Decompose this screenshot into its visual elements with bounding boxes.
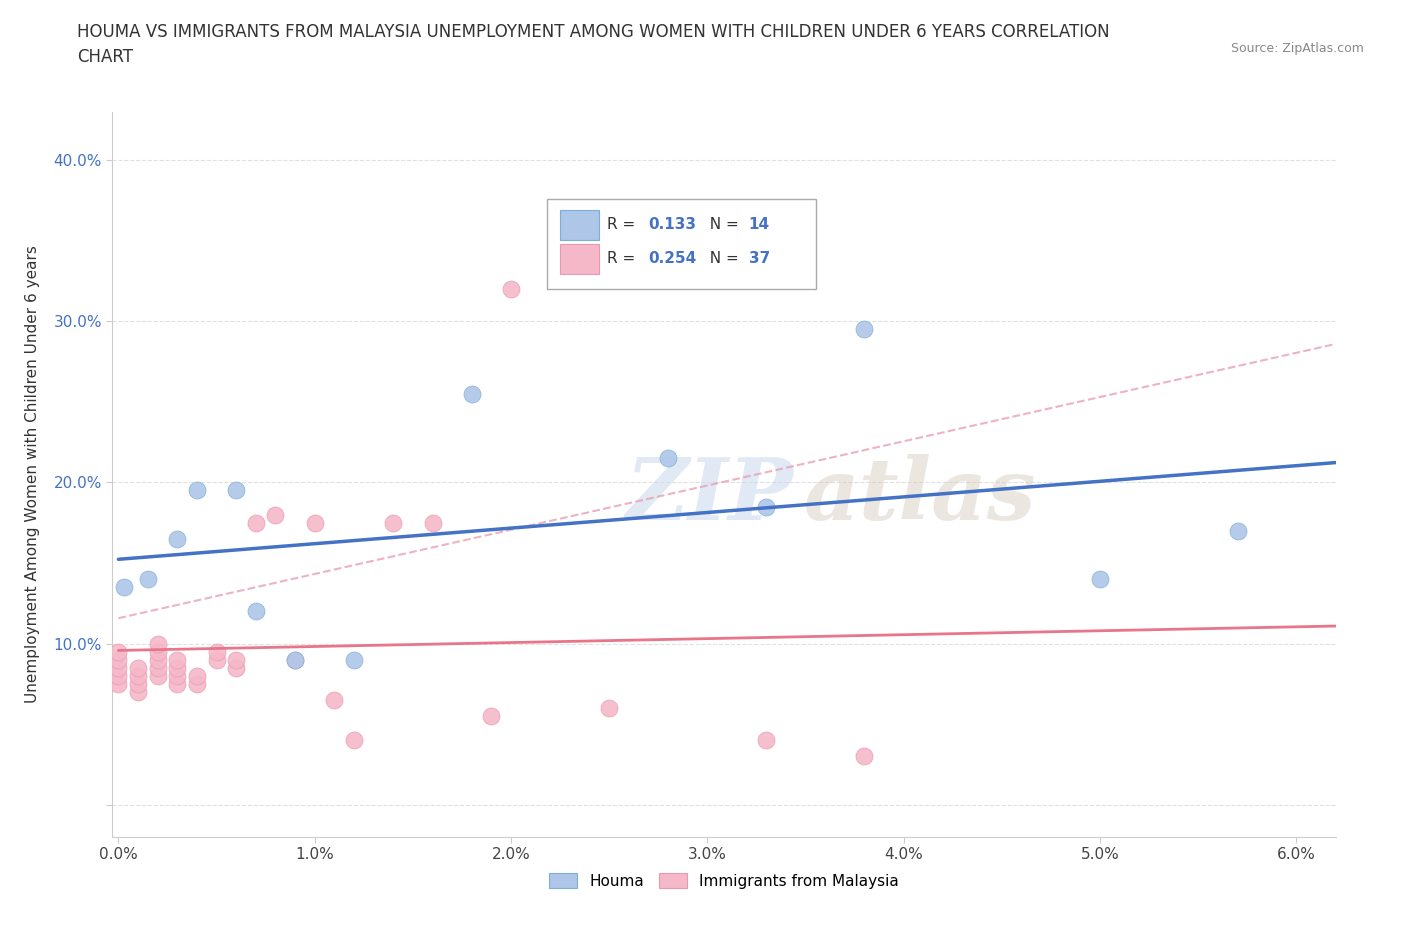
Point [186,483,208,498]
Point [225,660,247,675]
Point [657,451,679,466]
Text: atlas: atlas [804,455,1036,538]
Point [422,515,444,530]
Text: Source: ZipAtlas.com: Source: ZipAtlas.com [1230,42,1364,55]
Point [107,652,129,667]
FancyBboxPatch shape [547,199,815,289]
FancyBboxPatch shape [560,209,599,240]
Text: HOUMA VS IMMIGRANTS FROM MALAYSIA UNEMPLOYMENT AMONG WOMEN WITH CHILDREN UNDER 6: HOUMA VS IMMIGRANTS FROM MALAYSIA UNEMPL… [77,23,1109,66]
Point [112,579,135,594]
Text: ZIP: ZIP [626,455,794,538]
Point [264,507,287,522]
Point [166,669,188,684]
Point [107,676,129,691]
Point [755,499,778,514]
Point [127,669,149,684]
Point [225,483,247,498]
Point [1088,572,1111,587]
Point [107,660,129,675]
Point [1226,524,1249,538]
Text: 14: 14 [748,218,769,232]
Point [245,515,267,530]
Text: R =: R = [606,251,640,266]
Legend: Houma, Immigrants from Malaysia: Houma, Immigrants from Malaysia [543,867,905,895]
FancyBboxPatch shape [560,244,599,274]
Point [136,572,159,587]
Point [343,652,366,667]
Point [166,676,188,691]
Point [343,733,366,748]
Point [499,282,522,297]
Point [755,733,778,748]
Point [186,669,208,684]
Point [205,644,228,659]
Point [166,660,188,675]
Point [284,652,307,667]
Point [853,749,876,764]
Point [107,644,129,659]
Point [127,660,149,675]
Text: R =: R = [606,218,640,232]
Point [146,669,169,684]
Text: 0.254: 0.254 [648,251,696,266]
Point [853,322,876,337]
Point [107,669,129,684]
Point [127,676,149,691]
Text: N =: N = [700,251,744,266]
Point [146,652,169,667]
Point [245,604,267,618]
Point [323,693,346,708]
Point [146,660,169,675]
Point [461,386,484,401]
Text: 0.133: 0.133 [648,218,696,232]
Point [166,652,188,667]
Point [146,636,169,651]
Point [205,652,228,667]
Point [284,652,307,667]
Point [598,700,620,715]
Point [481,709,503,724]
Text: N =: N = [700,218,744,232]
Point [304,515,326,530]
Text: 37: 37 [748,251,770,266]
Y-axis label: Unemployment Among Women with Children Under 6 years: Unemployment Among Women with Children U… [25,246,39,703]
Point [127,684,149,699]
Point [166,531,188,546]
Point [382,515,405,530]
Point [186,676,208,691]
Point [225,652,247,667]
Point [146,644,169,659]
